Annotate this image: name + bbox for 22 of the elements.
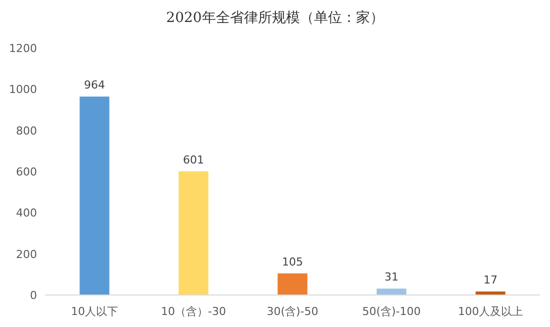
data-label: 601 [183, 153, 204, 166]
bar [376, 288, 406, 295]
data-label: 17 [484, 274, 498, 286]
y-tick-label: 1200 [9, 42, 37, 55]
x-tick-label: 100人及以上 [458, 305, 523, 318]
y-tick-label: 600 [16, 166, 37, 178]
x-tick-label: 10（含）-30 [161, 305, 226, 318]
data-label: 105 [282, 255, 303, 268]
y-tick-label: 0 [30, 289, 37, 302]
x-tick-label: 10人以下 [71, 305, 118, 318]
chart-title: 2020年全省律所规模（单位：家） [166, 10, 384, 26]
y-tick-label: 400 [16, 206, 37, 220]
y-tick-label: 200 [16, 248, 37, 261]
data-label: 31 [384, 270, 398, 284]
y-tick-label: 1000 [9, 83, 37, 96]
bar [178, 171, 208, 295]
data-label: 964 [84, 78, 105, 92]
y-tick-label: 800 [16, 124, 37, 138]
bar [278, 273, 308, 295]
x-tick-label: 30(含)-50 [266, 305, 318, 318]
x-tick-label: 50(含)-100 [362, 305, 421, 318]
bar [80, 96, 110, 295]
